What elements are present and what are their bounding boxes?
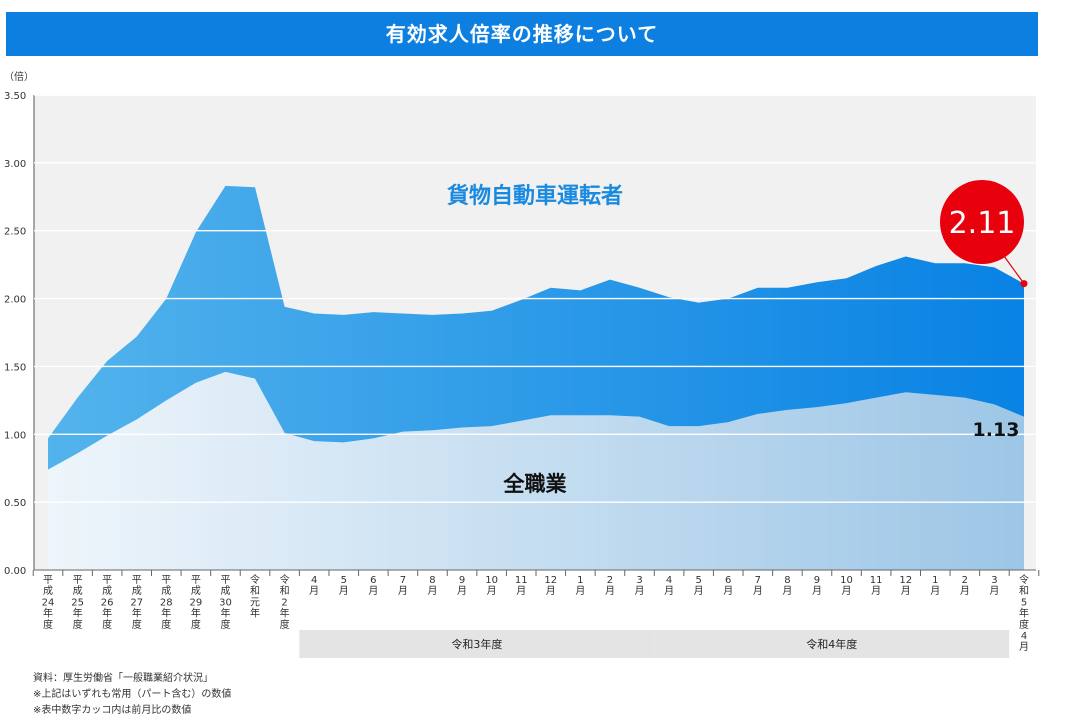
fiscal-year-label: 令和3年度 xyxy=(451,637,502,651)
x-tick-label: 令和 2 年度 xyxy=(280,573,290,631)
y-tick-label: 0.00 xyxy=(4,566,26,577)
callout-leader-line xyxy=(1003,255,1025,284)
x-tick-label: 令和元年 xyxy=(250,573,260,620)
x-tick-label: 平成 24 年度 xyxy=(42,575,55,631)
y-axis-unit-label: （倍） xyxy=(4,70,34,83)
x-tick-label: 12 月 xyxy=(899,575,912,597)
area-chart: （倍） 0.00 0.50 1.00 1.50 2.00 2.50 3.00 3.50 平成 2… xyxy=(4,70,1040,658)
y-tick-label: 1.50 xyxy=(4,362,26,373)
chart-title-banner: 有効求人倍率の推移について xyxy=(6,12,1038,56)
source-note: 資料：厚生労働省「一般職業紹介状況」 xyxy=(33,673,213,684)
x-tick-label: 平成 30 年度 xyxy=(219,575,232,631)
series-area-all-occupations xyxy=(48,371,1024,570)
fiscal-year-label: 令和4年度 xyxy=(806,637,857,651)
footnote-full-time: ※上記はいずれも常用（パート含む）の数値 xyxy=(33,689,232,700)
x-tick-label: 令和 5 年度 4 月 xyxy=(1019,573,1029,653)
series-label-all-occupations: 全職業 xyxy=(503,472,568,496)
x-tick-label: 11 月 xyxy=(870,575,883,597)
y-tick-label: 3.00 xyxy=(4,159,26,170)
y-tick-label: 1.00 xyxy=(4,430,26,441)
x-tick-label: 10 月 xyxy=(840,575,853,597)
fiscal-year-band xyxy=(299,630,655,658)
y-tick-label: 3.50 xyxy=(4,91,26,102)
y-tick-label: 0.50 xyxy=(4,498,26,509)
callout-value-truck-drivers: 2.11 xyxy=(949,206,1016,241)
x-tick-label: 12 月 xyxy=(544,575,557,597)
x-tick-label: 平成 29 年度 xyxy=(190,575,203,631)
series-label-truck-drivers: 貨物自動車運転者 xyxy=(447,183,623,209)
x-tick-label: 平成 26 年度 xyxy=(101,575,114,631)
callout-bubble xyxy=(940,180,1024,264)
x-tick-label: 平成 27 年度 xyxy=(130,575,143,631)
y-tick-label: 2.00 xyxy=(4,295,26,306)
y-tick-label: 2.50 xyxy=(4,227,26,238)
x-tick-label: 11 月 xyxy=(515,575,528,597)
x-tick-label: 平成 28 年度 xyxy=(160,575,173,631)
fiscal-year-band xyxy=(654,630,1010,658)
last-data-point xyxy=(1020,280,1028,288)
footnote-parentheses: ※表中数字カッコ内は前月比の数値 xyxy=(33,705,192,716)
x-tick-label: 平成 25 年度 xyxy=(71,575,84,631)
data-label-all-occupations-last: 1.13 xyxy=(973,419,1020,441)
x-tick-label: 10 月 xyxy=(485,575,498,597)
